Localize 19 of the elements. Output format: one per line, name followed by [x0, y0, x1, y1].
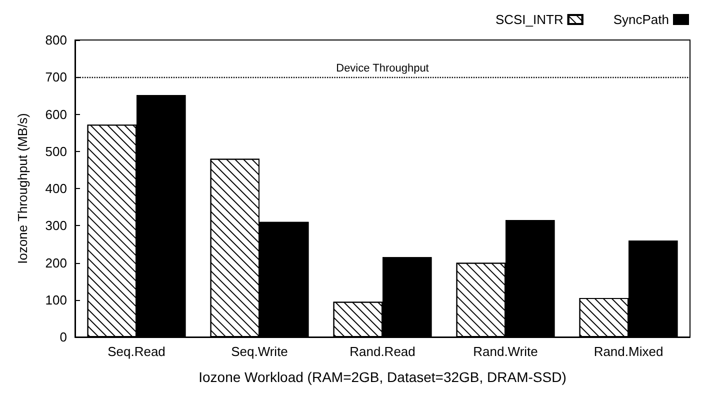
x-tick-label: Seq.Read [108, 344, 166, 359]
y-tick-label: 500 [45, 144, 67, 159]
y-tick-label: 700 [45, 70, 67, 85]
x-tick-label: Seq.Write [231, 344, 288, 359]
x-tick-label: Rand.Read [350, 344, 416, 359]
y-tick-label: 200 [45, 255, 67, 270]
x-axis-title: Iozone Workload (RAM=2GB, Dataset=32GB, DRAM-SSD) [198, 369, 566, 385]
legend-label: SyncPath [613, 12, 669, 27]
x-tick-label: Rand.Mixed [594, 344, 664, 359]
ref-line-label: Device Throughput [336, 62, 429, 75]
x-tick-label: Rand.Write [473, 344, 538, 359]
legend-label: SCSI_INTR [495, 12, 564, 27]
y-axis-title: Iozone Throughput (MB/s) [15, 113, 30, 264]
y-tick-label: 400 [45, 181, 67, 196]
y-tick-label: 100 [45, 292, 67, 308]
y-tick-label: 800 [45, 32, 67, 48]
y-tick-label: 600 [45, 106, 67, 122]
y-tick-label: 0 [60, 330, 67, 344]
y-tick-label: 300 [45, 218, 67, 234]
